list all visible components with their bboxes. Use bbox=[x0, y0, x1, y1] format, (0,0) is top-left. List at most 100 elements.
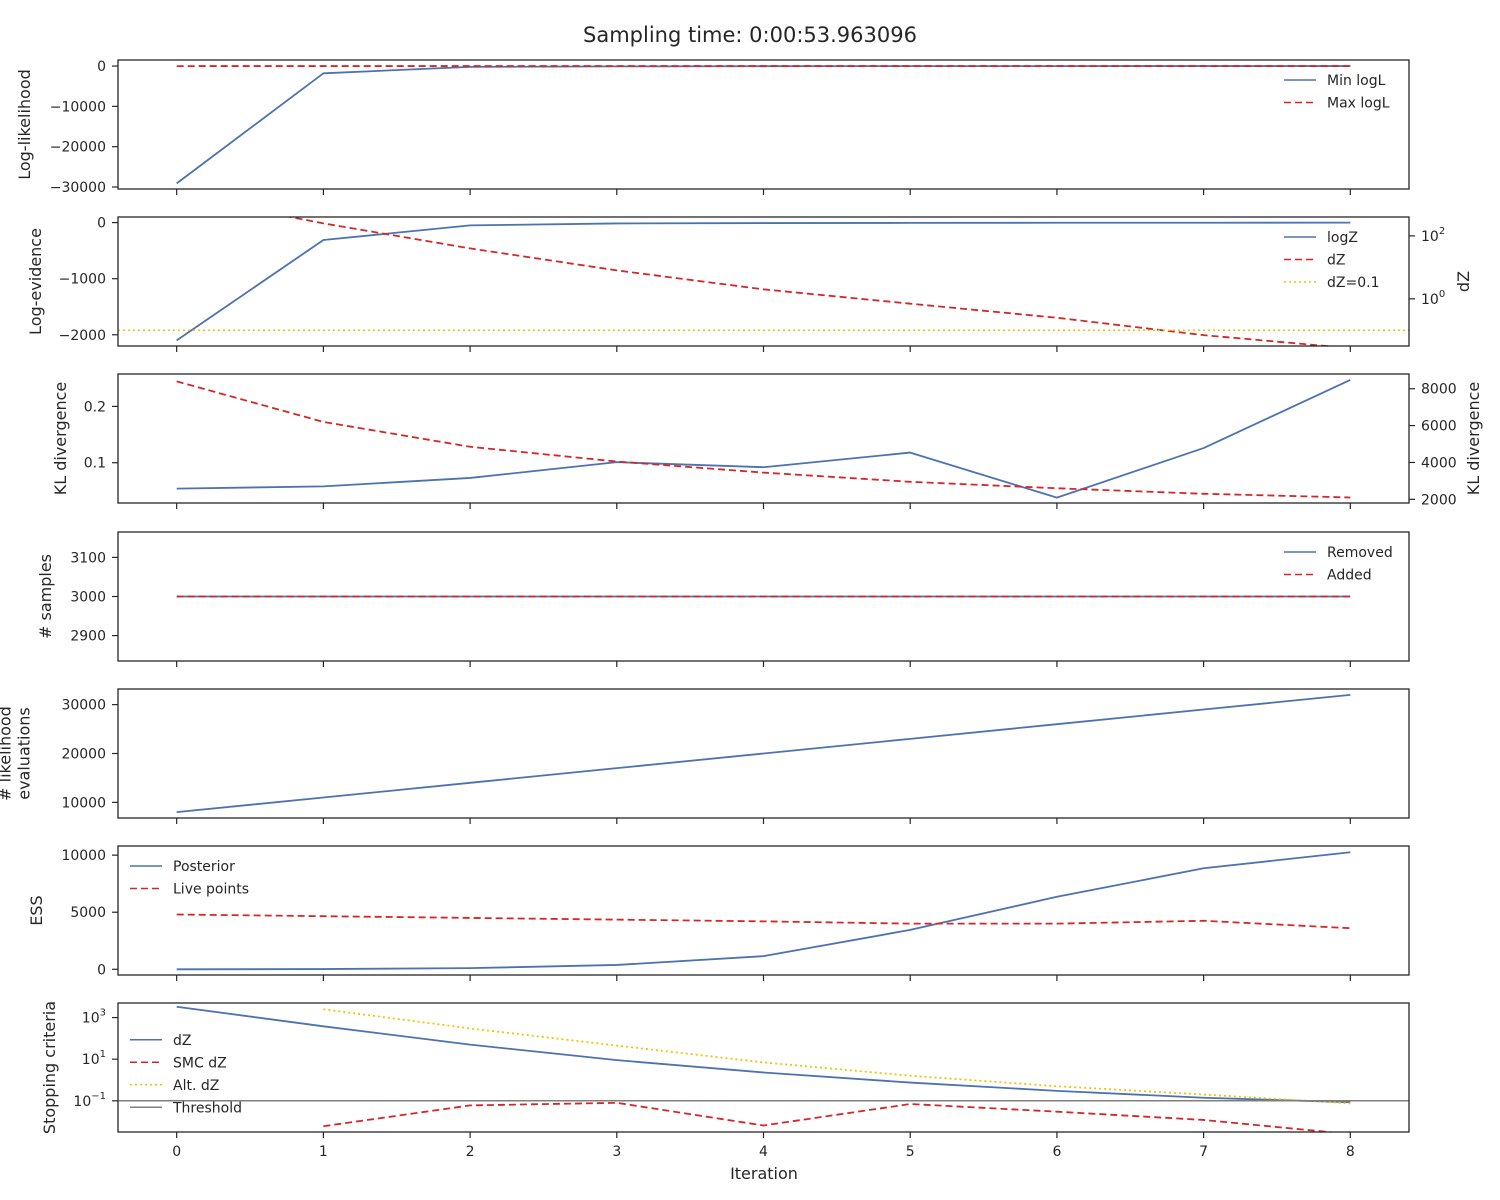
legend-item: dZ bbox=[130, 1033, 191, 1049]
y-tick-label: −1000 bbox=[59, 272, 106, 288]
subplot-logz: 0 −1000 −2000 102 100 Log-evidence dZ logZ dZ dZ=… bbox=[26, 216, 1473, 352]
y-tick-label: 103 bbox=[82, 1008, 106, 1027]
plot-area bbox=[118, 1005, 1409, 1132]
x-tick-label: 0 bbox=[172, 1144, 181, 1160]
legend-item: Live points bbox=[130, 882, 249, 898]
legend: dZ SMC dZ Alt. dZ Threshold bbox=[130, 1033, 242, 1116]
y-tick-label: −10000 bbox=[50, 99, 106, 115]
legend-item: logZ bbox=[1284, 230, 1358, 246]
y-right-tick-label: 8000 bbox=[1421, 382, 1457, 398]
y-tick-label: 0.2 bbox=[84, 399, 106, 415]
y-tick-label: 20000 bbox=[61, 747, 106, 763]
y-tick-label: 0 bbox=[97, 59, 106, 75]
y-axis-label: Stopping criteria bbox=[40, 1001, 59, 1134]
series-dz bbox=[176, 1005, 1351, 1104]
plot-area bbox=[176, 693, 1351, 814]
y-axis-label: # likelihood bbox=[0, 706, 15, 801]
y-tick-label: 0 bbox=[97, 216, 106, 232]
legend-label: dZ=0.1 bbox=[1327, 275, 1379, 291]
legend-label: dZ bbox=[1327, 253, 1345, 269]
axes-frame bbox=[117, 216, 1410, 347]
y-tick-label: 10000 bbox=[61, 795, 106, 811]
y-tick-label: 101 bbox=[82, 1049, 106, 1068]
legend-label: Max logL bbox=[1327, 96, 1390, 112]
series-logz bbox=[176, 221, 1351, 342]
series--likelihood-evaluations bbox=[176, 693, 1351, 814]
legend-item: Removed bbox=[1284, 545, 1393, 561]
y-axis-label: evaluations bbox=[15, 707, 34, 800]
y-tick-label: 5000 bbox=[70, 905, 106, 921]
x-axis-label: Iteration bbox=[730, 1164, 798, 1183]
subplot-loglike: 0 −10000 −20000 −30000 Log-likelihood Min log… bbox=[15, 59, 1410, 196]
y-tick-label: 10−1 bbox=[73, 1091, 106, 1110]
legend-label: logZ bbox=[1327, 230, 1358, 246]
legend-label: Alt. dZ bbox=[173, 1078, 219, 1094]
legend-label: Added bbox=[1327, 568, 1372, 584]
x-tick-label: 7 bbox=[1199, 1144, 1208, 1160]
y-axis-label: # samples bbox=[36, 554, 55, 639]
legend: Min logL Max logL bbox=[1284, 73, 1390, 112]
y-tick-label: −2000 bbox=[59, 328, 106, 344]
y-tick-label: 3000 bbox=[70, 590, 106, 606]
plot-area bbox=[118, 217, 1409, 346]
plot-area bbox=[176, 379, 1351, 499]
legend-item: Alt. dZ bbox=[130, 1078, 219, 1094]
series-dz bbox=[285, 217, 1337, 346]
series-kl-divergence bbox=[176, 379, 1351, 499]
y-tick-label: −30000 bbox=[50, 180, 106, 196]
legend: Removed Added bbox=[1284, 545, 1393, 584]
legend-item: SMC dZ bbox=[130, 1055, 227, 1071]
x-tick-label: 4 bbox=[759, 1144, 768, 1160]
y-right-tick-label: 6000 bbox=[1421, 419, 1457, 435]
legend-label: Removed bbox=[1327, 545, 1393, 561]
plot-area bbox=[176, 851, 1351, 971]
y-right-axis-label: dZ bbox=[1454, 271, 1473, 292]
y-right-tick-label: 2000 bbox=[1421, 492, 1457, 508]
legend-label: Live points bbox=[173, 882, 249, 898]
legend-item: dZ bbox=[1284, 253, 1345, 269]
series-min-logl bbox=[176, 65, 1351, 185]
y-tick-label: 3100 bbox=[70, 550, 106, 566]
legend-item: Added bbox=[1284, 568, 1372, 584]
x-tick-label: 8 bbox=[1346, 1144, 1355, 1160]
x-tick-label: 3 bbox=[612, 1144, 621, 1160]
series-alt-dz bbox=[323, 1008, 1351, 1105]
y-right-tick-label: 102 bbox=[1421, 226, 1445, 245]
y-tick-label: 10000 bbox=[61, 848, 106, 864]
y-tick-label: 2900 bbox=[70, 629, 106, 645]
y-right-tick-label: 4000 bbox=[1421, 455, 1457, 471]
legend-item: dZ=0.1 bbox=[1284, 275, 1379, 291]
x-tick-label: 6 bbox=[1052, 1144, 1061, 1160]
y-tick-label: 0.1 bbox=[84, 456, 106, 472]
legend-label: Posterior bbox=[173, 859, 235, 875]
legend: logZ dZ dZ=0.1 bbox=[1284, 230, 1379, 291]
axes-frame bbox=[117, 59, 1410, 190]
subplot-stopping: 0 1 2 3 4 5 6 7 8 103 101 10−1 Stopping criteria dZ SM… bbox=[40, 1001, 1410, 1160]
legend-item: Posterior bbox=[130, 859, 235, 875]
y-axis-label: KL divergence bbox=[51, 382, 70, 495]
axes-frame bbox=[117, 1002, 1410, 1133]
subplot-samples: 2900 3000 3100 # samples Removed Added bbox=[36, 531, 1410, 667]
series-kl-divergence bbox=[176, 380, 1351, 499]
x-tick-label: 2 bbox=[466, 1144, 475, 1160]
axes-frame bbox=[117, 373, 1410, 504]
x-tick-label: 1 bbox=[319, 1144, 328, 1160]
y-axis-label: ESS bbox=[27, 895, 46, 925]
figure-title: Sampling time: 0:00:53.963096 bbox=[583, 23, 917, 47]
legend-item: Max logL bbox=[1284, 96, 1390, 112]
legend-label: SMC dZ bbox=[173, 1055, 227, 1071]
plot-area bbox=[176, 65, 1351, 185]
y-axis-label: Log-evidence bbox=[26, 228, 45, 335]
subplot-kl: 0.1 0.2 2000 4000 6000 8000 KL divergence KL di… bbox=[51, 373, 1483, 509]
series-smc-dz bbox=[323, 1101, 1338, 1132]
x-tick-label: 5 bbox=[906, 1144, 915, 1160]
y-tick-label: 30000 bbox=[61, 698, 106, 714]
subplot-ess: 0 5000 10000 ESS Posterior Live points bbox=[27, 845, 1410, 981]
series-live-points bbox=[176, 913, 1351, 930]
legend-item: Threshold bbox=[130, 1100, 242, 1116]
series-posterior bbox=[176, 851, 1351, 971]
y-tick-label: 0 bbox=[97, 962, 106, 978]
